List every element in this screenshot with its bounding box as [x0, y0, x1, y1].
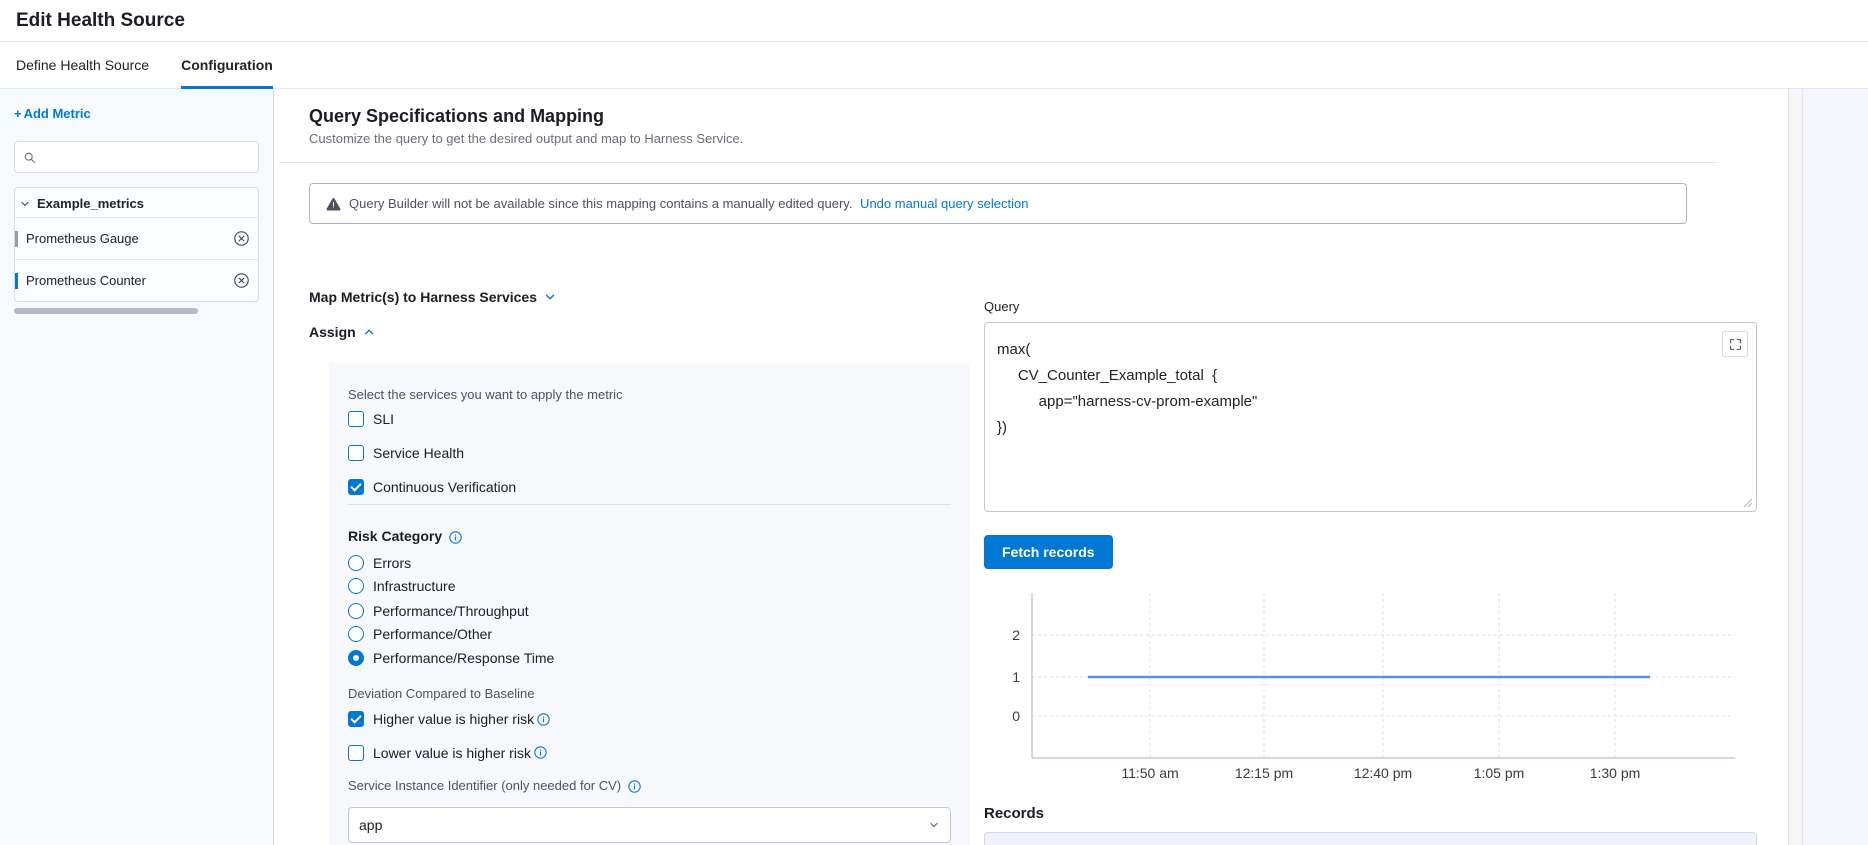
svg-text:1:30 pm: 1:30 pm — [1590, 765, 1641, 781]
svg-text:12:40 pm: 12:40 pm — [1354, 765, 1412, 781]
svg-text:12:15 pm: 12:15 pm — [1235, 765, 1293, 781]
svg-text:11:50 am: 11:50 am — [1121, 765, 1178, 781]
svg-text:1: 1 — [1012, 669, 1020, 685]
svg-text:1:05 pm: 1:05 pm — [1474, 765, 1525, 781]
svg-text:0: 0 — [1012, 708, 1020, 724]
svg-text:2: 2 — [1012, 627, 1020, 643]
